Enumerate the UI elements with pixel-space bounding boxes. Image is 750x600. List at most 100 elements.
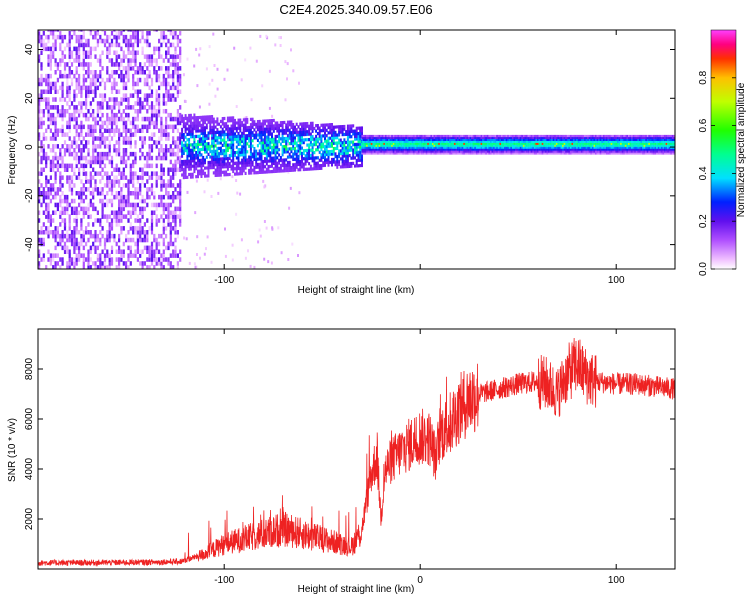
- heatmap-cell: [359, 139, 362, 144]
- heatmap-cell: [134, 89, 137, 94]
- heatmap-cell: [68, 34, 71, 40]
- heatmap-cell: [191, 164, 194, 168]
- heatmap-cell: [118, 128, 121, 133]
- heatmap-cell: [143, 70, 146, 75]
- heatmap-cell: [441, 136, 444, 139]
- heatmap-cell: [309, 124, 312, 128]
- heatmap-cell: [243, 116, 246, 120]
- heatmap-cell: [40, 34, 43, 40]
- heatmap-cell: [357, 153, 360, 157]
- heatmap-cell: [375, 144, 378, 147]
- heatmap-cell: [233, 46, 236, 50]
- heatmap-cell: [235, 140, 238, 144]
- heatmap-cell: [174, 187, 177, 192]
- heatmap-cell: [338, 133, 341, 137]
- heatmap-cell: [430, 150, 433, 153]
- heatmap-cell: [278, 123, 281, 128]
- heatmap-cell: [544, 150, 547, 153]
- heatmap-cell: [186, 122, 189, 126]
- heatmap-cell: [521, 138, 524, 141]
- heatmap-cell: [49, 128, 52, 133]
- heatmap-cell: [219, 157, 222, 161]
- heatmap-cell: [244, 145, 247, 149]
- heatmap-cell: [469, 142, 472, 145]
- heatmap-cell: [334, 136, 337, 140]
- heatmap-cell: [235, 179, 238, 182]
- heatmap-cell: [49, 191, 52, 196]
- heatmap-cell: [54, 34, 57, 40]
- heatmap-cell: [108, 128, 111, 133]
- heatmap-cell: [504, 142, 506, 145]
- heatmap-cell: [101, 77, 104, 83]
- heatmap-cell: [483, 152, 486, 155]
- heatmap-cell: [165, 54, 168, 59]
- heatmap-cell: [125, 81, 128, 87]
- heatmap-cell: [118, 206, 121, 212]
- heatmap-cell: [493, 150, 495, 153]
- heatmap-cell: [329, 141, 332, 146]
- heatmap-cell: [45, 151, 48, 157]
- heatmap-cell: [150, 187, 154, 192]
- heatmap-cell: [184, 149, 187, 153]
- heatmap-cell: [87, 50, 90, 55]
- heatmap-cell: [355, 145, 358, 149]
- heatmap-cell: [413, 142, 415, 145]
- heatmap-cell: [92, 97, 95, 102]
- heatmap-cell: [80, 42, 83, 48]
- heatmap-cell: [482, 152, 484, 155]
- heatmap-cell: [438, 134, 440, 138]
- heatmap-cell: [78, 34, 81, 40]
- heatmap-cell: [127, 257, 130, 262]
- heatmap-cell: [40, 73, 43, 79]
- heatmap-cell: [276, 142, 279, 146]
- heatmap-cell: [158, 105, 161, 110]
- heatmap-cell: [59, 112, 62, 118]
- heatmap-cell: [56, 66, 59, 71]
- heatmap-cell: [508, 134, 511, 138]
- heatmap-cell: [158, 128, 161, 133]
- heatmap-cell: [216, 128, 219, 132]
- heatmap-cell: [474, 134, 477, 138]
- heatmap-cell: [402, 152, 404, 155]
- heatmap-cell: [218, 152, 221, 156]
- heatmap-cell: [134, 171, 137, 176]
- heatmap-cell: [414, 152, 417, 155]
- heatmap-cell: [400, 138, 403, 141]
- heatmap-cell: [432, 138, 434, 141]
- heatmap-cell: [204, 171, 206, 175]
- heatmap-cell: [94, 120, 97, 126]
- heatmap-cell: [143, 97, 146, 102]
- heatmap-cell: [61, 128, 64, 133]
- heatmap-cell: [474, 140, 477, 143]
- heatmap-cell: [132, 253, 135, 258]
- heatmap-cell: [101, 124, 104, 130]
- heatmap-cell: [416, 138, 419, 141]
- heatmap-cell: [309, 137, 312, 142]
- heatmap-cell: [339, 151, 342, 156]
- heatmap-cell: [106, 105, 109, 110]
- heatmap-cell: [557, 138, 560, 141]
- heatmap-cell: [141, 140, 144, 145]
- heatmap-cell: [122, 50, 125, 55]
- heatmap-cell: [264, 132, 266, 137]
- heatmap-cell: [42, 253, 45, 258]
- heatmap-cell: [555, 146, 558, 149]
- heatmap-cell: [315, 129, 318, 133]
- heatmap-cell: [47, 58, 50, 63]
- heatmap-cell: [248, 139, 251, 143]
- heatmap-cell: [205, 247, 207, 251]
- heatmap-cell: [272, 159, 275, 163]
- heatmap-cell: [414, 144, 417, 147]
- heatmap-cell: [480, 150, 483, 153]
- heatmap-cell: [460, 136, 462, 139]
- heatmap-cell: [433, 136, 436, 139]
- heatmap-cell: [153, 46, 156, 52]
- heatmap-cell: [274, 159, 277, 163]
- heatmap-cell: [162, 202, 165, 208]
- heatmap-cell: [49, 46, 52, 52]
- heatmap-cell: [269, 140, 272, 144]
- heatmap-cell: [292, 168, 295, 172]
- heatmap-cell: [226, 156, 229, 161]
- heatmap-cell: [422, 148, 425, 151]
- heatmap-cell: [54, 46, 57, 52]
